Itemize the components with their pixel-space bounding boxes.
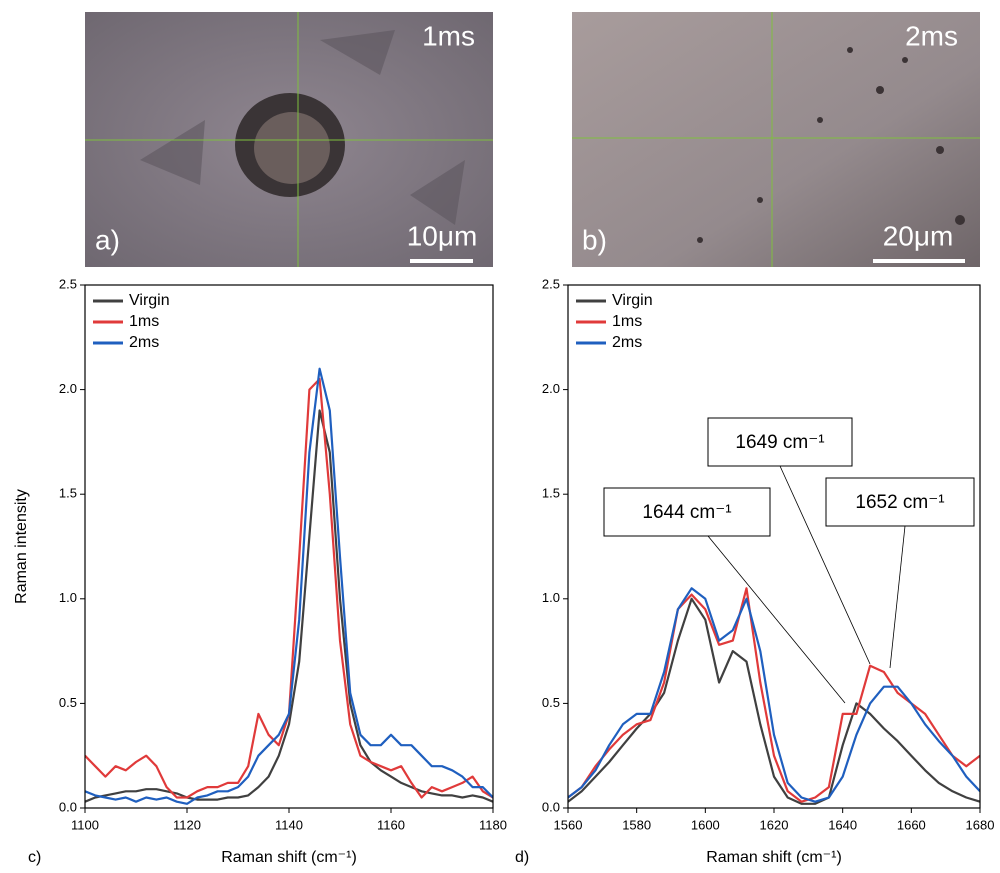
y-tick-label: 2.5 xyxy=(542,276,560,291)
x-axis-label: Raman shift (cm⁻¹) xyxy=(706,849,842,866)
x-tick-label: 1140 xyxy=(275,817,303,832)
x-tick-label: 1620 xyxy=(760,817,789,832)
annotation-box xyxy=(707,417,853,467)
y-tick-label: 0.5 xyxy=(542,695,560,710)
legend-label: 1ms xyxy=(612,313,642,330)
x-tick-label: 1660 xyxy=(897,817,926,832)
y-tick-label: 1.0 xyxy=(542,590,560,605)
plot-area xyxy=(568,587,980,805)
panel-label: b) xyxy=(582,224,607,255)
x-tick-label: 1120 xyxy=(173,817,201,832)
series-line xyxy=(568,587,980,803)
x-tick-label: 1160 xyxy=(377,817,405,832)
plot-area xyxy=(85,367,493,805)
series-line xyxy=(85,409,493,803)
y-tick-label: 1.5 xyxy=(542,486,560,501)
chart: 0.0 0.5 1.0 1.5 2.0 2.5 1100 1120 1140 1160 1180 Ra… xyxy=(13,276,507,866)
annotation-text: 1652 cm⁻¹ xyxy=(855,492,944,513)
series-line xyxy=(568,597,980,805)
y-tick-label: 0.5 xyxy=(59,695,77,710)
series-line xyxy=(85,367,493,805)
x-tick-label: 1560 xyxy=(554,817,583,832)
y-tick-label: 1.5 xyxy=(59,486,77,501)
y-tick-label: 0.0 xyxy=(542,799,560,814)
annotation-leader xyxy=(779,465,871,665)
scale-label: 20μm xyxy=(883,220,954,251)
legend-label: Virgin xyxy=(129,292,170,309)
x-tick-label: 1680 xyxy=(966,817,995,832)
x-tick-label: 1600 xyxy=(691,817,720,832)
series-line xyxy=(568,587,980,803)
y-tick-label: 2.0 xyxy=(542,381,560,396)
y-tick-label: 2.5 xyxy=(59,276,77,291)
image-label: 1ms xyxy=(422,20,475,51)
x-axis-label: Raman shift (cm⁻¹) xyxy=(221,849,357,866)
chart: 0.0 0.5 1.0 1.5 2.0 2.5 1560 1580 1600 1620 1640 16… xyxy=(515,276,994,866)
annotation-box xyxy=(603,487,771,537)
annotation-box xyxy=(825,477,975,527)
legend-label: Virgin xyxy=(612,292,653,309)
plot-frame xyxy=(84,284,494,809)
annotation-text: 1644 cm⁻¹ xyxy=(642,502,731,523)
micrograph-a: 1ms a) 10μm xyxy=(85,12,493,267)
x-tick-label: 1100 xyxy=(71,817,99,832)
series-line xyxy=(85,378,493,799)
annotation-leader xyxy=(889,525,906,669)
y-tick-label: 1.0 xyxy=(59,590,77,605)
x-tick-label: 1180 xyxy=(479,817,507,832)
plot-frame xyxy=(567,284,981,809)
legend-label: 2ms xyxy=(129,334,159,351)
panel-label: a) xyxy=(95,224,120,255)
legend-label: 2ms xyxy=(612,334,642,351)
legend-label: 1ms xyxy=(129,313,159,330)
image-label: 2ms xyxy=(905,20,958,51)
micrograph-b: 2ms b) 20μm xyxy=(572,12,980,267)
y-tick-label: 2.0 xyxy=(59,381,77,396)
y-axis-label: Raman intensity xyxy=(13,489,30,604)
panel-label: d) xyxy=(515,849,529,866)
x-tick-label: 1580 xyxy=(622,817,651,832)
annotation-leader xyxy=(707,535,846,704)
annotation-text: 1649 cm⁻¹ xyxy=(735,432,824,453)
scale-label: 10μm xyxy=(407,220,478,251)
panel-label: c) xyxy=(28,849,41,866)
x-tick-label: 1640 xyxy=(828,817,857,832)
y-tick-label: 0.0 xyxy=(59,799,77,814)
